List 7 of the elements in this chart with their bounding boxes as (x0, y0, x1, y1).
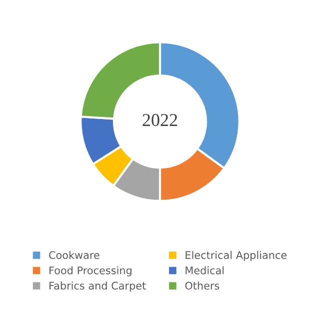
legend-label: Electrical Appliance (186, 250, 287, 262)
legend-label: Fabrics and Carpet (50, 282, 146, 292)
text: 2022 (142, 114, 178, 126)
legend-label: Cookware (49, 250, 100, 260)
legend-label: Others (185, 282, 220, 290)
legend-label: Food Processing (50, 266, 132, 276)
legend-label: Medical (186, 266, 224, 274)
